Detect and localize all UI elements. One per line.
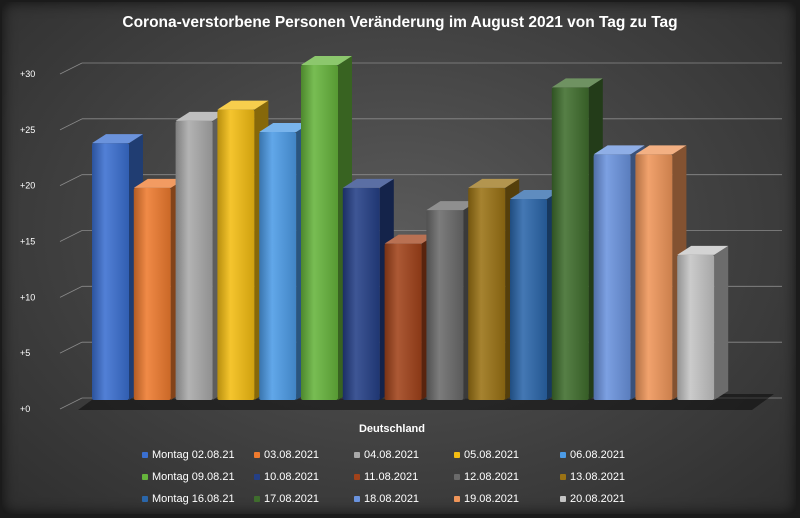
bar-top	[133, 178, 185, 188]
bar-top	[92, 134, 143, 144]
legend-item: 17.08.2021	[254, 492, 319, 506]
legend-label: 19.08.2021	[464, 493, 520, 505]
bar-top	[175, 111, 227, 121]
y-tick-label: +20	[20, 181, 35, 191]
bar-top	[342, 178, 394, 188]
legend-label: 17.08.2021	[264, 493, 320, 505]
legend-swatch	[142, 452, 148, 458]
y-tick-label: +10	[20, 292, 35, 302]
legend-label: Montag 09.08.21	[152, 471, 235, 483]
bar-front	[301, 65, 338, 400]
gridline-diagonal	[59, 341, 83, 354]
legend-item: Montag 16.08.21	[142, 492, 235, 506]
bar-front	[468, 187, 506, 400]
bar-top	[510, 190, 561, 199]
bar-front	[92, 143, 129, 400]
legend-item: Montag 02.08.21	[142, 448, 235, 462]
bar-front	[426, 210, 464, 400]
legend-item: 20.08.2021	[560, 492, 625, 506]
chart-title: Corona-verstorbene Personen Veränderung …	[122, 14, 677, 31]
bar-front	[175, 120, 213, 400]
bar-front	[133, 187, 171, 400]
legend-label: 11.08.2021	[364, 471, 419, 483]
y-tick-label: +0	[20, 404, 30, 414]
legend-label: 12.08.2021	[464, 471, 520, 483]
bar-top	[468, 178, 520, 188]
y-tick-label: +5	[20, 348, 30, 358]
legend-label: Montag 16.08.21	[152, 493, 235, 505]
bar-top	[426, 201, 478, 211]
gridline-diagonal	[59, 397, 83, 410]
legend-swatch	[354, 452, 360, 458]
bar-top	[384, 234, 436, 244]
legend-label: 20.08.2021	[570, 493, 626, 505]
bar-top	[677, 245, 729, 255]
gridline-diagonal	[59, 285, 83, 298]
legend-label: 06.08.2021	[570, 449, 626, 461]
legend-item: 05.08.2021	[454, 448, 519, 462]
legend-swatch	[354, 474, 360, 480]
legend-swatch	[454, 496, 460, 502]
legend-item: 03.08.2021	[254, 448, 319, 462]
legend-label: Montag 02.08.21	[152, 449, 235, 461]
legend-item: 13.08.2021	[560, 470, 625, 484]
legend-swatch	[254, 452, 260, 458]
x-axis-category: Deutschland	[359, 423, 425, 435]
legend-label: 18.08.2021	[364, 493, 420, 505]
legend-swatch	[354, 496, 360, 502]
bar-front	[342, 187, 380, 400]
legend-item: 18.08.2021	[354, 492, 419, 506]
legend-item: 12.08.2021	[454, 470, 519, 484]
gridline-diagonal	[59, 174, 83, 187]
legend-swatch	[254, 474, 260, 480]
bar-top	[217, 100, 269, 110]
bar-top	[551, 78, 603, 88]
bar-top	[259, 123, 311, 132]
bar-side	[714, 245, 729, 400]
legend-swatch	[254, 496, 260, 502]
legend-label: 10.08.2021	[264, 471, 320, 483]
legend-item: 19.08.2021	[454, 492, 519, 506]
bar-15	[677, 245, 729, 400]
legend-label: 03.08.2021	[264, 449, 320, 461]
bar-front	[259, 132, 297, 400]
bar-top	[635, 145, 687, 155]
bar-front	[635, 154, 673, 400]
legend-item: 11.08.2021	[354, 470, 418, 484]
bar-7	[342, 178, 394, 400]
legend-swatch	[454, 474, 460, 480]
legend-swatch	[142, 496, 148, 502]
legend-swatch	[454, 452, 460, 458]
bar-front	[677, 254, 715, 400]
bar-front	[593, 154, 631, 400]
legend-swatch	[142, 474, 148, 480]
gridline-diagonal	[59, 62, 83, 75]
legend-item: 10.08.2021	[254, 470, 319, 484]
legend-swatch	[560, 474, 566, 480]
gridline-diagonal	[59, 230, 83, 242]
legend-swatch	[560, 452, 566, 458]
y-tick-label: +25	[20, 125, 35, 135]
legend-label: 05.08.2021	[464, 449, 520, 461]
legend-item: 04.08.2021	[354, 448, 419, 462]
legend-swatch	[560, 496, 566, 502]
y-axis-ticks: +0 +5 +10 +15 +20 +25 +30	[20, 69, 35, 414]
legend-item: 06.08.2021	[560, 448, 625, 462]
bar-top	[593, 145, 645, 155]
gridline-diagonal	[59, 118, 83, 131]
bar-front	[384, 243, 422, 400]
y-tick-label: +30	[20, 69, 35, 79]
legend-label: 13.08.2021	[570, 471, 626, 483]
bar-front	[217, 109, 255, 401]
bar-front	[510, 199, 547, 400]
bar-front	[551, 87, 589, 400]
bar-top	[301, 56, 352, 65]
legend-label: 04.08.2021	[364, 449, 420, 461]
legend-item: Montag 09.08.21	[142, 470, 235, 484]
bars	[92, 56, 729, 401]
y-tick-label: +15	[20, 237, 35, 247]
